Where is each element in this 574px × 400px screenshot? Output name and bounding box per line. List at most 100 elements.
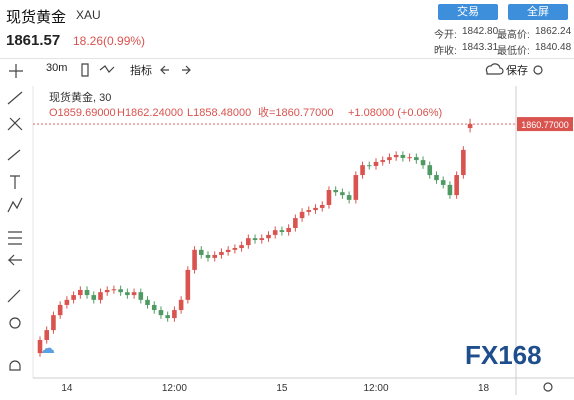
candle-body xyxy=(420,160,426,166)
x-tick-label: 14 xyxy=(61,383,73,394)
candle-body xyxy=(57,304,63,316)
stat: 1843.31 xyxy=(462,42,499,53)
fullscreen-button[interactable]: 全屏 xyxy=(508,4,568,20)
candle-body xyxy=(299,211,305,219)
change: 18.26(0.99%) xyxy=(73,34,146,48)
candle-body xyxy=(373,161,379,166)
candle-body xyxy=(125,292,130,296)
legend-title: 现货黄金, 30 xyxy=(49,90,111,104)
candle-body xyxy=(461,149,466,176)
candle-body xyxy=(259,238,265,240)
candle-body xyxy=(111,289,117,291)
title: 现货黄金 xyxy=(6,9,67,26)
candle-body xyxy=(165,315,170,319)
candle-body xyxy=(145,299,150,305)
candle-body xyxy=(360,165,365,176)
candle-body xyxy=(380,160,386,162)
candle-body xyxy=(246,238,251,246)
candle-body xyxy=(232,248,238,250)
candle-body xyxy=(266,234,271,239)
stat: 最高价: xyxy=(497,30,530,41)
candle-body xyxy=(84,289,90,296)
candle-body xyxy=(447,184,453,196)
candle-body xyxy=(239,245,244,249)
candle-body xyxy=(252,238,258,240)
candle-body xyxy=(91,295,97,300)
tool-icons xyxy=(7,63,553,392)
candle-body xyxy=(467,124,473,129)
watermark: FX168 xyxy=(465,340,542,370)
candle-body xyxy=(37,339,43,354)
candle-body xyxy=(319,204,325,208)
x-tick-label: 12:00 xyxy=(162,383,187,394)
candle-body xyxy=(158,310,164,316)
candle-body xyxy=(340,192,345,196)
legend-ohlc: 收=1860.77000 xyxy=(258,105,334,119)
candle-body xyxy=(313,207,318,211)
legend-ohlc: O1859.69000 xyxy=(49,107,116,119)
stat: 1842.80 xyxy=(462,26,499,37)
candle-body xyxy=(98,292,103,300)
candle-body xyxy=(306,210,312,212)
candle-body xyxy=(104,289,110,293)
candle-body xyxy=(131,292,137,296)
candle-body xyxy=(414,157,419,161)
candle-body xyxy=(118,289,123,293)
legend-ohlc: +1.08000 (+0.06%) xyxy=(348,107,442,119)
candle-body xyxy=(279,230,285,232)
candle-body xyxy=(198,249,204,255)
candle-body xyxy=(219,252,224,255)
divider xyxy=(0,58,574,59)
candle-body xyxy=(151,304,157,311)
candle-body xyxy=(427,165,433,176)
last-price-tag xyxy=(517,117,573,132)
candle-body xyxy=(440,180,446,185)
x-tick-label: 15 xyxy=(276,383,288,394)
candle-body xyxy=(212,254,218,258)
stat: 昨收: xyxy=(434,46,457,57)
candle-body xyxy=(286,227,291,232)
candle-body xyxy=(138,292,144,300)
x-tick-label: 18 xyxy=(478,383,490,394)
candle-body xyxy=(353,175,359,200)
legend-ohlc: H1862.24000 xyxy=(117,107,183,119)
interval[interactable]: 30m xyxy=(46,62,68,74)
save[interactable]: 保存 xyxy=(506,65,528,77)
logo: ☁ xyxy=(40,340,55,357)
candle-body xyxy=(178,299,184,311)
legend-ohlc: L1858.48000 xyxy=(187,107,251,119)
candle-body xyxy=(407,157,412,159)
stat: 1862.24 xyxy=(535,26,572,37)
candle-body xyxy=(393,154,399,158)
symbol: XAU xyxy=(76,8,101,22)
x-tick-label: 12:00 xyxy=(363,383,388,394)
candle-body xyxy=(293,218,298,228)
candle-body xyxy=(326,190,332,205)
last-price-label: 1860.77000 xyxy=(521,120,569,130)
candle-body xyxy=(346,195,352,200)
candle-body xyxy=(205,254,211,258)
candle-body xyxy=(51,315,56,331)
candle-body xyxy=(44,330,50,340)
candle-body xyxy=(172,310,177,319)
candle-body xyxy=(454,175,459,196)
price: 1861.57 xyxy=(6,32,61,49)
stat: 今开: xyxy=(434,30,457,41)
candle-body xyxy=(366,165,372,167)
candle-body xyxy=(400,154,406,158)
candle-body xyxy=(192,249,197,270)
candle-body xyxy=(272,230,278,235)
candle-body xyxy=(78,289,83,296)
candle-body xyxy=(434,175,439,181)
candle-body xyxy=(64,299,70,305)
stat: 1840.48 xyxy=(535,42,572,53)
trade-button[interactable]: 交易 xyxy=(438,4,498,20)
indicators[interactable]: 指标 xyxy=(130,65,152,77)
candle-body xyxy=(333,190,338,193)
candle-body xyxy=(387,157,392,161)
candle-body xyxy=(225,249,231,253)
candle-body xyxy=(71,295,76,300)
stat: 最低价: xyxy=(497,46,530,57)
